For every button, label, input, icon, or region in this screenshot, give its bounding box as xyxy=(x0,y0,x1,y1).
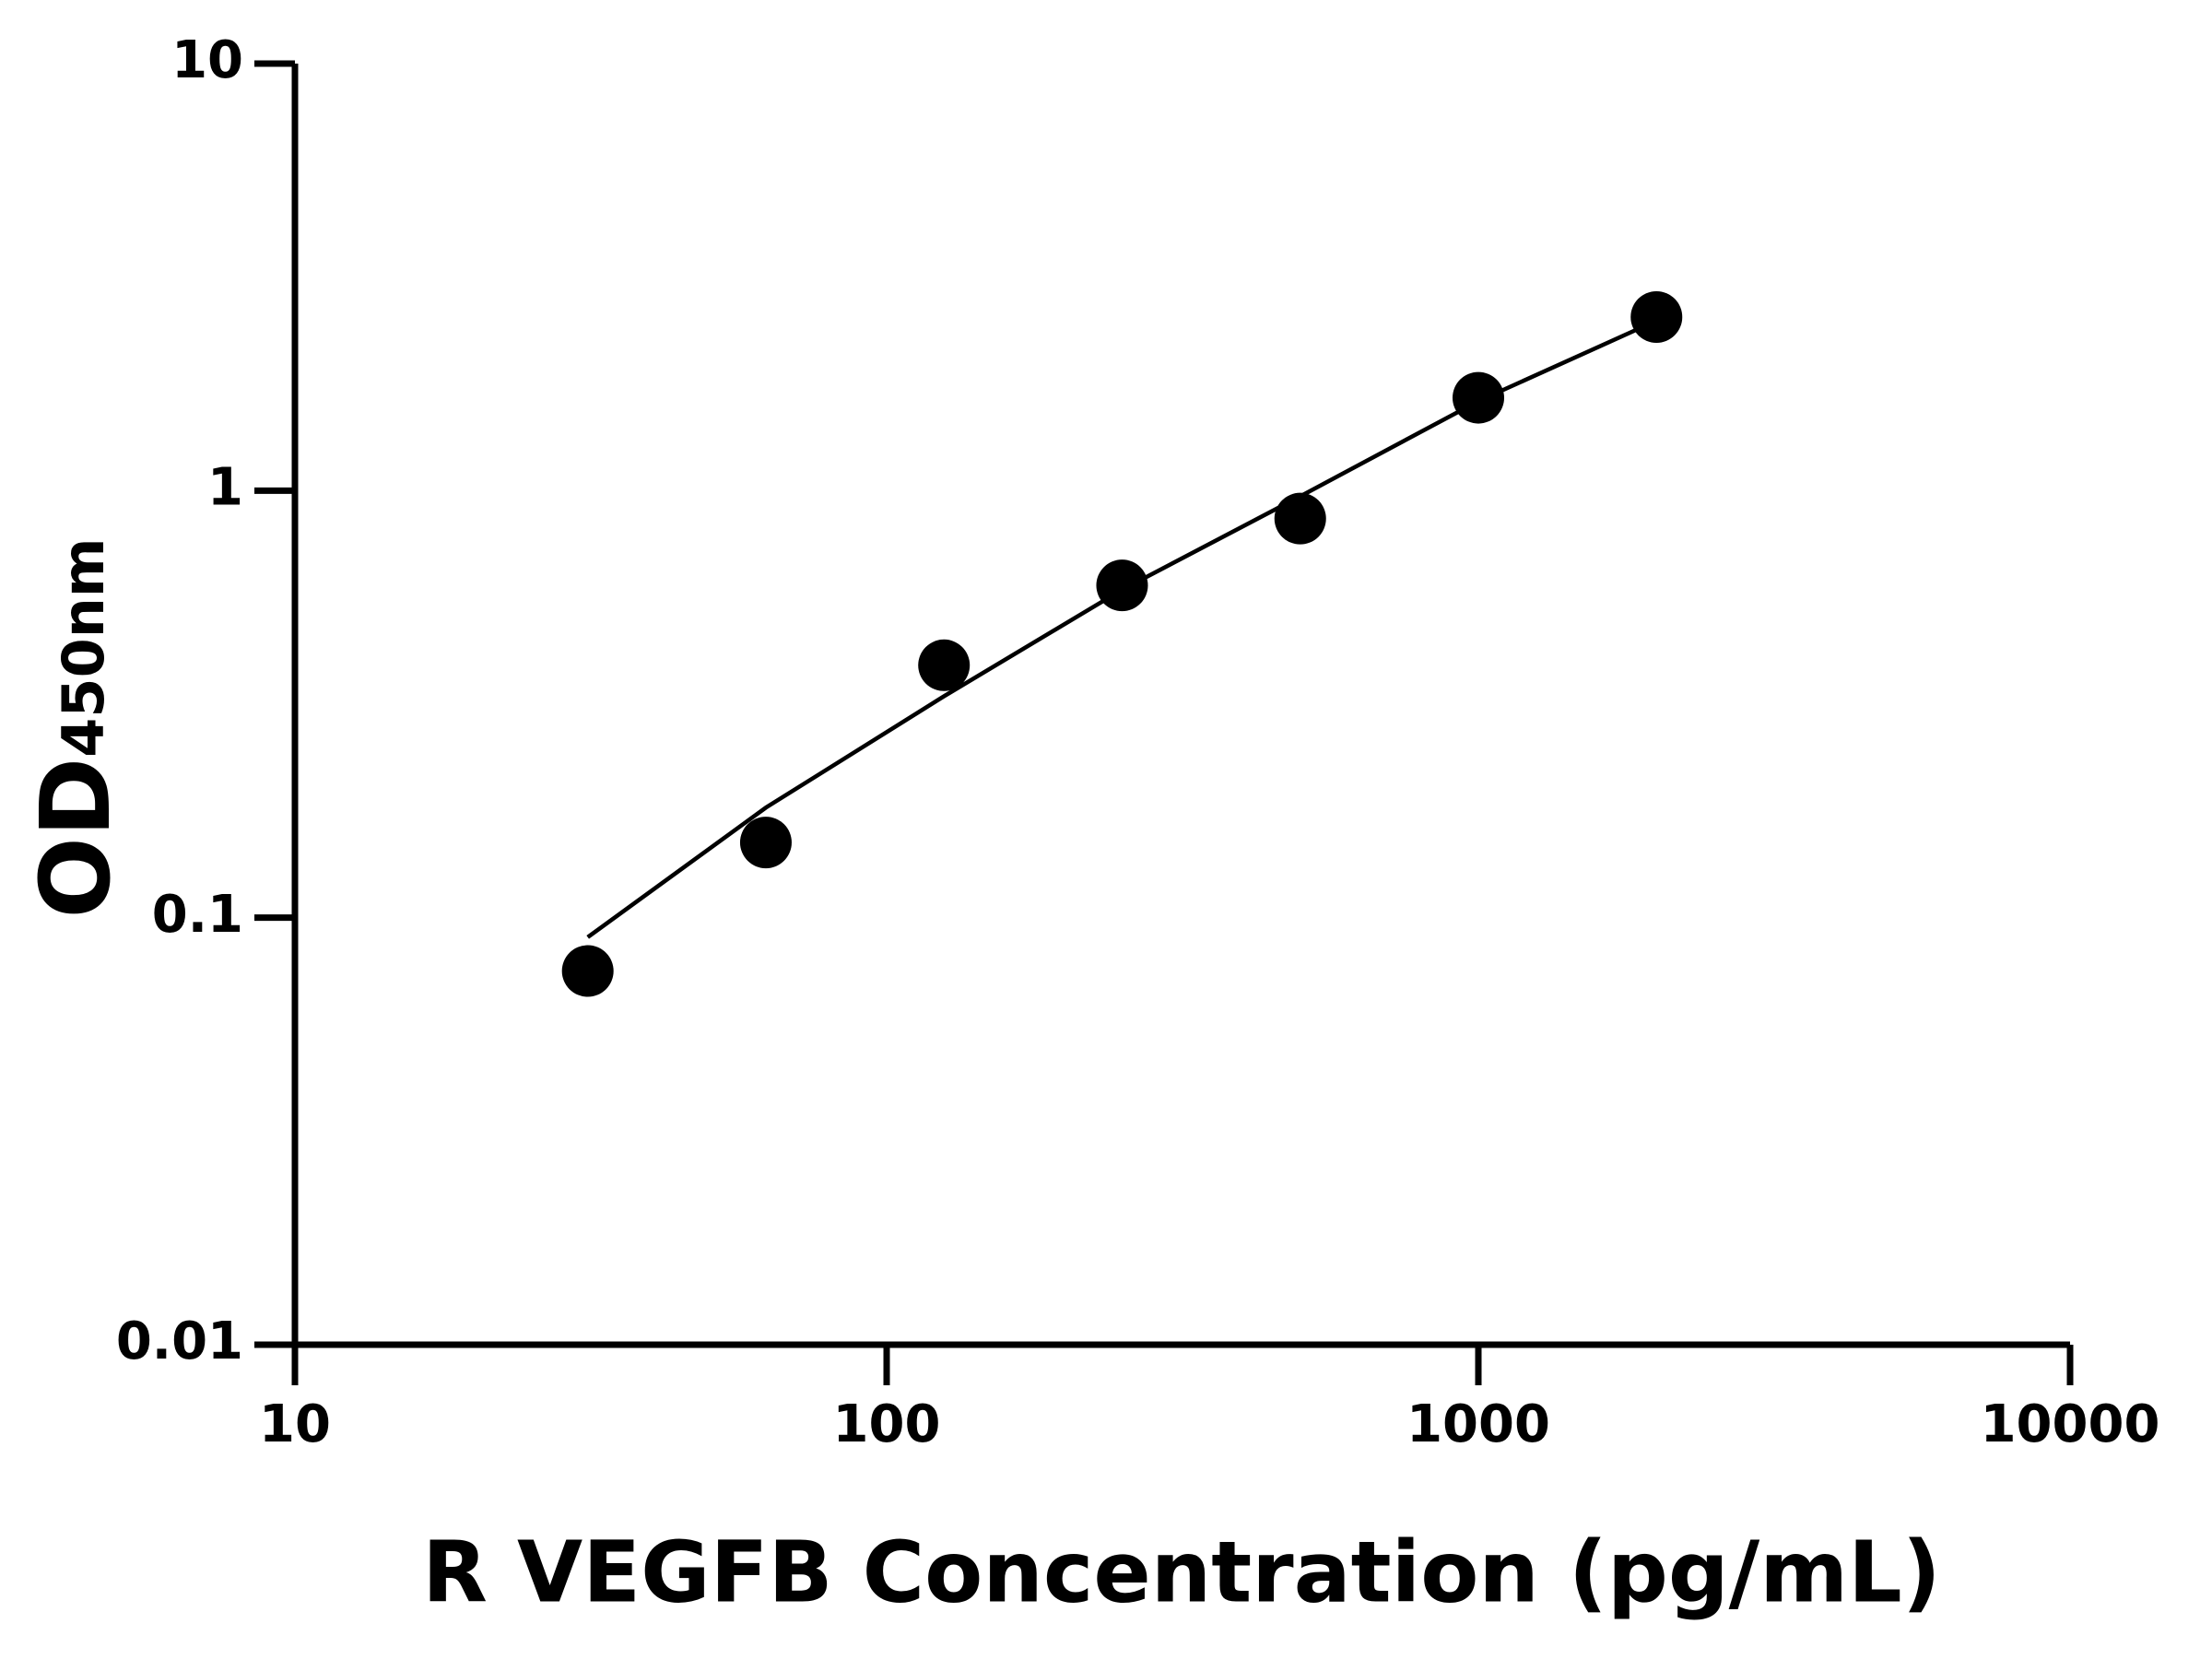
data-point xyxy=(1453,371,1504,424)
data-point xyxy=(739,817,792,869)
y-axis-title-sub: 450nm xyxy=(50,538,117,758)
data-point xyxy=(1630,290,1683,343)
y-axis-title-group: OD450nm xyxy=(19,538,132,919)
y-axis-title-main: OD xyxy=(19,758,132,919)
x-tick-label: 100 xyxy=(833,1394,941,1454)
data-point xyxy=(1096,559,1148,612)
data-point xyxy=(918,639,971,691)
x-tick-label: 10 xyxy=(259,1394,331,1454)
x-tick-label: 1000 xyxy=(1406,1394,1550,1454)
y-tick-label: 1 xyxy=(207,457,243,517)
y-tick-label: 0.1 xyxy=(152,885,243,945)
data-point xyxy=(561,945,614,997)
data-point xyxy=(1274,492,1326,545)
x-tick-label: 10000 xyxy=(1981,1394,2160,1454)
x-axis-title: R VEGFB Concentration (pg/mL) xyxy=(422,1523,1941,1621)
y-tick-label: 0.01 xyxy=(116,1312,243,1371)
y-axis-title: OD450nm xyxy=(19,538,132,919)
y-tick-label: 10 xyxy=(171,30,243,90)
